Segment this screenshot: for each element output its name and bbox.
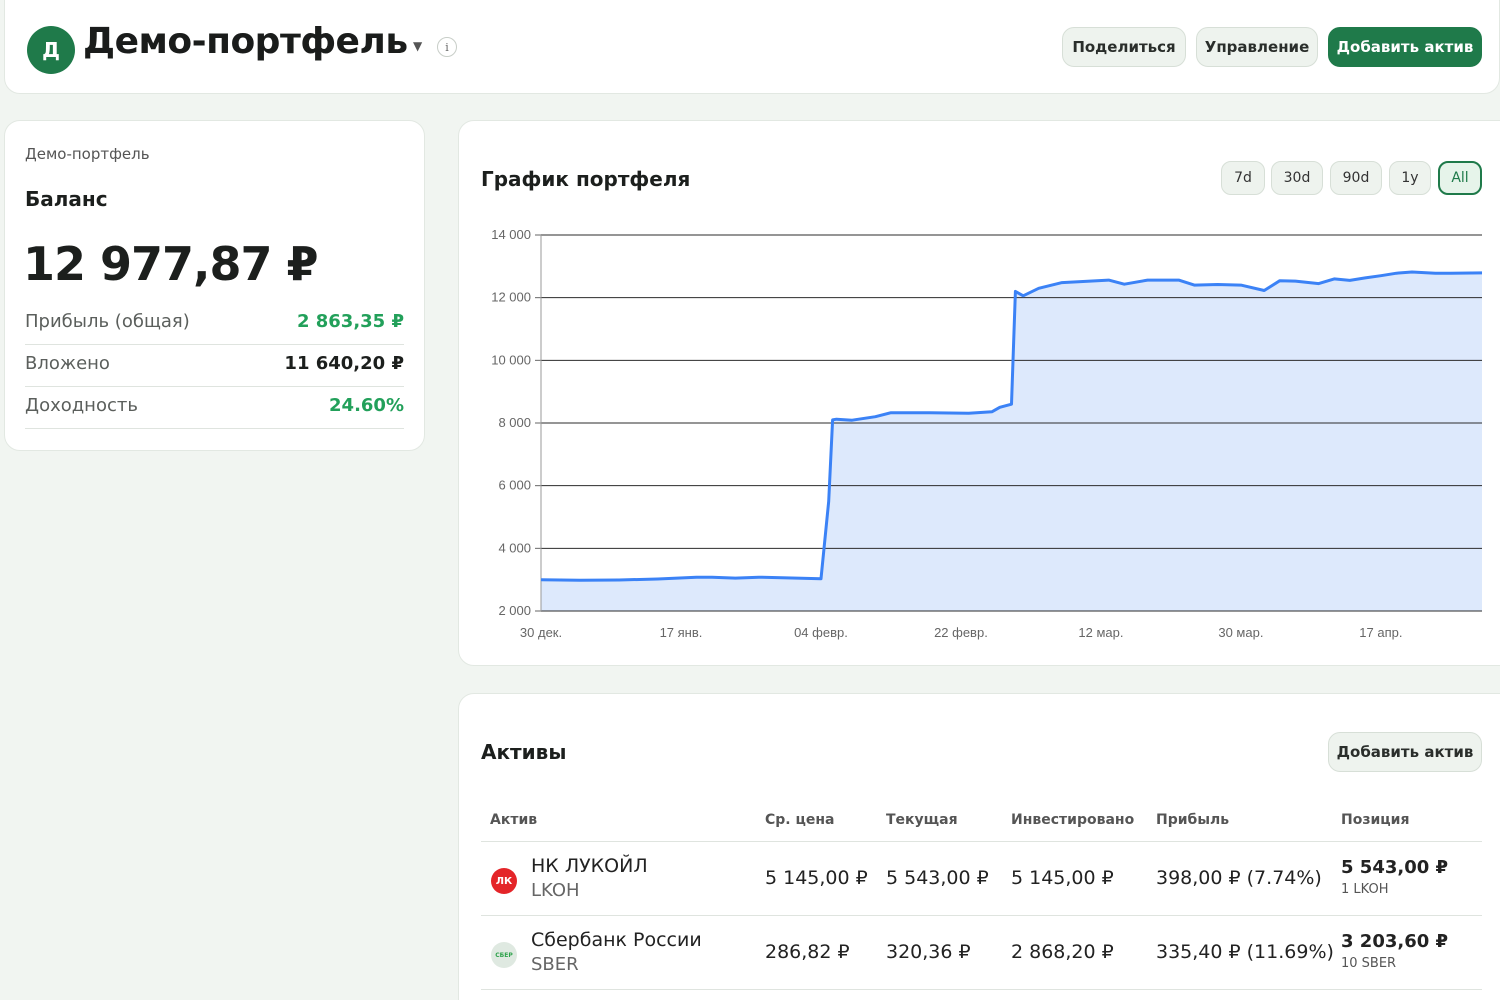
asset-ticker: SBER (531, 954, 579, 975)
invested-value: 11 640,20 ₽ (284, 353, 404, 374)
portfolio-avatar: Д (27, 26, 75, 74)
profit-row: Прибыль (общая) 2 863,35 ₽ (25, 303, 404, 345)
x-tick-label: 22 февр. (934, 625, 988, 640)
header-divider (481, 841, 1482, 842)
asset-name: НК ЛУКОЙЛ (531, 855, 648, 877)
assets-add-button[interactable]: Добавить актив (1328, 732, 1482, 772)
x-tick-label: 17 апр. (1359, 625, 1402, 640)
assets-card: Активы Добавить актив Актив Ср. цена Тек… (458, 693, 1500, 1000)
page-title: Демо-портфель (83, 21, 408, 62)
assets-title: Активы (481, 740, 567, 764)
invested-amount: 2 868,20 ₽ (1011, 941, 1114, 963)
y-tick-label: 12 000 (491, 290, 531, 305)
avg-price: 286,82 ₽ (765, 941, 850, 963)
y-tick-label: 14 000 (491, 227, 531, 242)
range-30d-button[interactable]: 30d (1271, 161, 1323, 195)
position-value: 5 543,00 ₽ (1341, 857, 1449, 878)
asset-ticker: LKOH (531, 880, 580, 901)
chart-title: График портфеля (481, 167, 691, 191)
range-90d-button[interactable]: 90d (1330, 161, 1382, 195)
portfolio-chart-card: График портфеля 7d 30d 90d 1y All 2 000 4… (458, 120, 1500, 666)
add-asset-button[interactable]: Добавить актив (1328, 27, 1482, 67)
profit-label: Прибыль (общая) (25, 311, 190, 332)
column-header-current[interactable]: Текущая (886, 812, 958, 828)
column-header-profit[interactable]: Прибыль (1156, 812, 1230, 828)
current-price: 5 543,00 ₽ (886, 867, 989, 889)
portfolio-chart: 2 000 4 000 6 000 8 000 10 000 12 000 14 000 30… (491, 227, 1483, 640)
invested-row: Вложено 11 640,20 ₽ (25, 345, 404, 387)
column-header-asset[interactable]: Актив (490, 812, 538, 828)
balance-value: 12 977,87 ₽ (23, 237, 319, 291)
current-price: 320,36 ₽ (886, 941, 971, 963)
x-tick-label: 30 дек. (520, 625, 562, 640)
portfolio-header: Д Демо-портфель ▼ i Поделиться Управлени… (4, 0, 1500, 94)
y-tick-label: 8 000 (498, 415, 531, 430)
chart-area-fill (541, 272, 1482, 611)
y-tick-label: 6 000 (498, 478, 531, 493)
portfolio-value-line (540, 270, 1483, 582)
profit-amount: 335,40 ₽ (11.69%) (1156, 941, 1334, 963)
yield-row: Доходность 24.60% (25, 387, 404, 429)
y-tick-label: 4 000 (498, 540, 531, 555)
invested-label: Вложено (25, 353, 110, 374)
sber-logo-icon: СБЕР (491, 942, 517, 968)
x-tick-label: 17 янв. (660, 625, 703, 640)
position-quantity: 1 LKOH (1341, 882, 1389, 897)
table-row[interactable]: СБЕР Сбербанк России SBER 286,82 ₽ 320,3… (481, 916, 1482, 990)
position-value: 3 203,60 ₽ (1341, 931, 1449, 952)
manage-button[interactable]: Управление (1196, 27, 1318, 67)
range-1y-button[interactable]: 1y (1389, 161, 1431, 195)
profit-amount: 398,00 ₽ (7.74%) (1156, 867, 1322, 889)
y-tick-label: 2 000 (498, 603, 531, 618)
balance-label: Баланс (25, 187, 108, 211)
asset-name: Сбербанк России (531, 929, 702, 951)
position-quantity: 10 SBER (1341, 956, 1397, 971)
invested-amount: 5 145,00 ₽ (1011, 867, 1114, 889)
balance-card: Демо-портфель Баланс 12 977,87 ₽ Прибыль… (4, 120, 425, 451)
portfolio-name: Демо-портфель (25, 145, 150, 163)
table-row[interactable]: ЛК НК ЛУКОЙЛ LKOH 5 145,00 ₽ 5 543,00 ₽ … (481, 842, 1482, 916)
x-tick-label: 12 мар. (1078, 625, 1123, 640)
column-header-position[interactable]: Позиция (1341, 812, 1410, 828)
x-tick-label: 04 февр. (794, 625, 848, 640)
range-7d-button[interactable]: 7d (1221, 161, 1265, 195)
profit-value: 2 863,35 ₽ (296, 311, 404, 332)
range-all-button[interactable]: All (1438, 161, 1482, 195)
share-button[interactable]: Поделиться (1062, 27, 1186, 67)
row-divider (481, 915, 1482, 916)
info-icon[interactable]: i (437, 37, 457, 57)
yield-value: 24.60% (329, 395, 404, 416)
portfolio-dropdown-icon[interactable]: ▼ (413, 39, 423, 53)
row-divider (481, 989, 1482, 990)
lukoil-logo-icon: ЛК (491, 868, 517, 894)
column-header-invested[interactable]: Инвестировано (1011, 812, 1135, 828)
avg-price: 5 145,00 ₽ (765, 867, 868, 889)
column-header-avg-price[interactable]: Ср. цена (765, 812, 835, 828)
yield-label: Доходность (25, 395, 138, 416)
y-tick-label: 10 000 (491, 352, 531, 367)
x-tick-label: 30 мар. (1218, 625, 1263, 640)
